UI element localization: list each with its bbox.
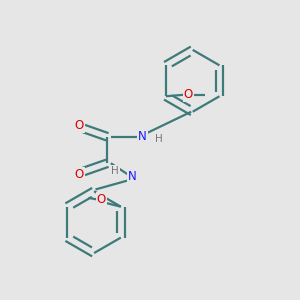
Text: O: O	[74, 168, 84, 181]
Text: N: N	[128, 170, 137, 183]
Text: H: H	[111, 166, 119, 176]
Text: O: O	[74, 119, 84, 132]
Text: H: H	[155, 134, 162, 143]
Text: O: O	[97, 193, 106, 206]
Text: O: O	[184, 88, 193, 101]
Text: N: N	[138, 130, 147, 143]
